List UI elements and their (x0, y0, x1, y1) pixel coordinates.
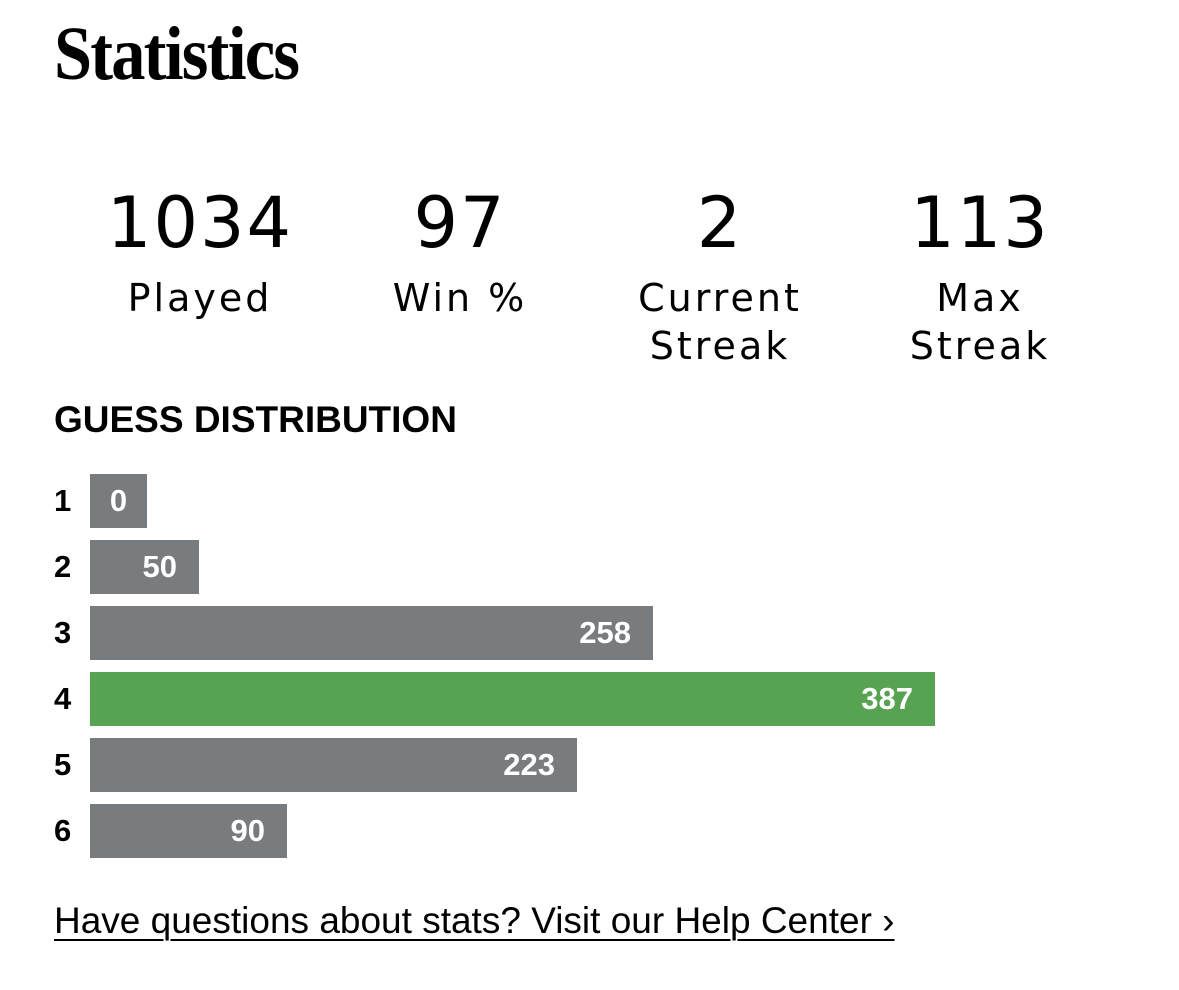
stat-value: 2 (696, 182, 744, 264)
distribution-row-3: 3 258 (54, 606, 1154, 660)
guess-distribution-heading: GUESS DISTRIBUTION (54, 399, 457, 440)
guess-distribution: 1 0 2 50 3 258 4 387 5 223 6 90 (54, 474, 1154, 870)
stat-value: 1034 (106, 182, 294, 264)
stat-label: Win % (392, 276, 528, 320)
stat-value: 113 (910, 182, 1050, 264)
distribution-row-6: 6 90 (54, 804, 1154, 858)
distribution-row-5: 5 223 (54, 738, 1154, 792)
distribution-count: 223 (503, 747, 555, 782)
distribution-bar: 223 (90, 738, 577, 792)
distribution-count: 387 (861, 681, 913, 716)
guess-number: 5 (54, 747, 72, 782)
distribution-bar: 387 (90, 672, 935, 726)
distribution-count: 90 (230, 813, 265, 848)
stat-current-streak: 2 Current Streak (590, 180, 850, 370)
distribution-bar: 258 (90, 606, 653, 660)
help-center-link[interactable]: Have questions about stats? Visit our He… (54, 900, 895, 941)
guess-number: 2 (54, 549, 72, 584)
distribution-row-1: 1 0 (54, 474, 1154, 528)
distribution-row-2: 2 50 (54, 540, 1154, 594)
distribution-bar: 50 (90, 540, 199, 594)
page-title: Statistics (54, 12, 300, 96)
distribution-row-4: 4 387 (54, 672, 1154, 726)
stat-label: Current Streak (638, 276, 802, 368)
guess-number: 6 (54, 813, 72, 848)
stat-win-percent: 97 Win % (330, 180, 590, 370)
distribution-bar: 90 (90, 804, 287, 858)
distribution-count: 258 (579, 615, 631, 650)
guess-number: 1 (54, 483, 72, 518)
guess-number: 4 (54, 681, 72, 716)
stat-label: Max Streak (909, 276, 1051, 368)
guess-number: 3 (54, 615, 72, 650)
stat-played: 1034 Played (70, 180, 330, 370)
stat-label: Played (127, 276, 273, 320)
distribution-bar: 0 (90, 474, 147, 528)
distribution-count: 50 (142, 549, 177, 584)
stat-value: 97 (413, 182, 507, 264)
stat-max-streak: 113 Max Streak (850, 180, 1110, 370)
distribution-count: 0 (109, 483, 128, 518)
stats-summary: 1034 Played 97 Win % 2 Current Streak 11… (70, 180, 1110, 370)
